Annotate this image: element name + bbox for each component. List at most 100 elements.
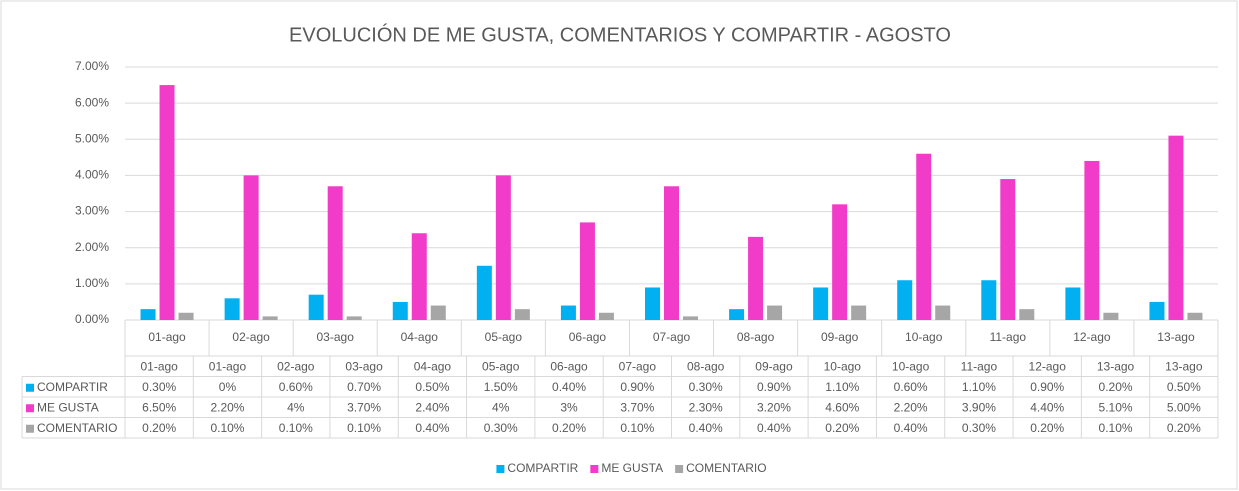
table-legend-key — [26, 424, 34, 433]
table-cell: 0.50% — [415, 380, 449, 394]
table-cell: 4.60% — [825, 400, 859, 414]
bar — [495, 175, 511, 320]
bar — [476, 265, 492, 320]
bar — [598, 312, 614, 320]
table-cell: 2.40% — [415, 400, 449, 414]
table-cell: 3.20% — [757, 400, 791, 414]
table-cell: 0.40% — [552, 380, 586, 394]
table-cell: 5.10% — [1099, 400, 1133, 414]
table-cell: 0.10% — [620, 421, 654, 435]
legend-label: ME GUSTA — [601, 461, 663, 475]
table-cell: 4.40% — [1030, 400, 1064, 414]
bar — [262, 316, 278, 320]
table-cell: 0% — [219, 380, 237, 394]
bar — [178, 312, 194, 320]
bar — [1084, 160, 1100, 320]
y-tick-label: 3.00% — [75, 204, 109, 218]
table-header: 13-ago — [1097, 359, 1135, 373]
table-cell: 2.30% — [689, 400, 723, 414]
table-cell: 0.20% — [1099, 380, 1133, 394]
table-cell: 0.20% — [1030, 421, 1064, 435]
table-cell: 0.40% — [689, 421, 723, 435]
bar — [981, 280, 997, 320]
bar — [308, 294, 324, 320]
x-tick-label: 05-ago — [485, 330, 523, 344]
bar — [729, 309, 745, 320]
table-cell: 0.20% — [552, 421, 586, 435]
bar — [645, 287, 660, 320]
bar — [748, 236, 764, 320]
table-cell: 2.20% — [210, 400, 244, 414]
x-tick-label: 03-ago — [317, 330, 355, 344]
y-tick-label: 7.00% — [75, 59, 109, 73]
x-tick-label: 13-ago — [1157, 330, 1195, 344]
x-tick-label: 12-ago — [1073, 330, 1111, 344]
table-cell: 2.20% — [894, 400, 928, 414]
bar — [327, 186, 343, 320]
table-header: 01-ago — [209, 359, 247, 373]
bar — [346, 316, 362, 320]
legend-label: COMENTARIO — [686, 461, 766, 475]
table-cell: 3.70% — [347, 400, 381, 414]
x-tick-label: 06-ago — [569, 330, 607, 344]
x-tick-label: 08-ago — [737, 330, 775, 344]
bar — [916, 153, 932, 320]
x-tick-label: 02-ago — [232, 330, 270, 344]
table-header: 12-ago — [1029, 359, 1067, 373]
table-legend-key — [26, 404, 34, 413]
table-cell: 1.50% — [484, 380, 518, 394]
table-legend-key — [26, 383, 34, 392]
bar — [411, 233, 427, 320]
table-cell: 6.50% — [142, 400, 176, 414]
table-cell: 0.10% — [210, 421, 244, 435]
bar — [243, 175, 259, 320]
y-tick-label: 2.00% — [75, 240, 109, 254]
table-cell: 0.20% — [142, 421, 176, 435]
chart-title: EVOLUCIÓN DE ME GUSTA, COMENTARIOS Y COM… — [289, 23, 951, 46]
y-tick-label: 1.00% — [75, 276, 109, 290]
table-cell: 0.90% — [620, 380, 654, 394]
table-cell: 5.00% — [1167, 400, 1201, 414]
y-tick-label: 4.00% — [75, 168, 109, 182]
bar — [664, 186, 679, 320]
table-cell: 1.10% — [825, 380, 859, 394]
bar — [832, 204, 848, 320]
table-cell: 0.40% — [894, 421, 928, 435]
table-cell: 0.30% — [962, 421, 996, 435]
x-tick-label: 04-ago — [401, 330, 439, 344]
table-cell: 3% — [560, 400, 578, 414]
table-header: 06-ago — [550, 359, 588, 373]
legend-key — [675, 465, 684, 473]
table-header: 04-ago — [414, 359, 452, 373]
table-header: 10-ago — [892, 359, 930, 373]
table-header: 11-ago — [961, 359, 998, 373]
table-header: 09-ago — [755, 359, 793, 373]
bar — [851, 305, 867, 320]
table-cell: 0.20% — [1167, 421, 1201, 435]
table-row-label: ME GUSTA — [37, 400, 99, 414]
table-cell: 3.90% — [962, 400, 996, 414]
table-cell: 3.70% — [620, 400, 654, 414]
table-row-label: COMENTARIO — [37, 421, 117, 435]
table-header: 02-ago — [277, 359, 315, 373]
bar — [1019, 309, 1035, 320]
legend-key — [590, 465, 599, 473]
table-cell: 4% — [287, 400, 305, 414]
bar — [1187, 312, 1203, 320]
bar — [935, 305, 951, 320]
table-cell: 0.20% — [825, 421, 859, 435]
bar — [560, 305, 576, 320]
table-cell: 0.10% — [1099, 421, 1133, 435]
table-cell: 0.60% — [279, 380, 313, 394]
table-header: 13-ago — [1165, 359, 1203, 373]
table-header: 01-ago — [140, 359, 178, 373]
table-cell: 0.40% — [757, 421, 791, 435]
table-cell: 0.90% — [757, 380, 791, 394]
x-tick-label: 07-ago — [653, 330, 691, 344]
bar — [1065, 287, 1081, 320]
bar — [514, 309, 530, 320]
table-header: 10-ago — [824, 359, 862, 373]
